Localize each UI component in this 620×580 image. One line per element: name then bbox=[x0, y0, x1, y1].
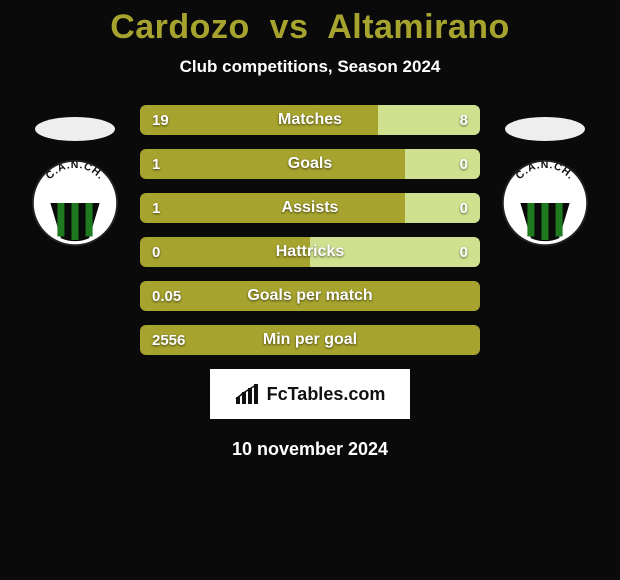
fctables-logo: FcTables.com bbox=[210, 369, 410, 419]
stat-bar-row: Hattricks00 bbox=[140, 237, 480, 267]
bar-chart-icon bbox=[235, 383, 261, 405]
page-title: Cardozo vs Altamirano bbox=[110, 8, 510, 47]
title-vs: vs bbox=[270, 8, 309, 46]
country-flag-left bbox=[35, 117, 115, 141]
comparison-card: Cardozo vs Altamirano Club competitions,… bbox=[0, 0, 620, 460]
stat-bar-left bbox=[140, 193, 405, 223]
stat-bars: Matches198 Goals10 Assists10 Hattricks00 Goa… bbox=[140, 105, 480, 355]
club-badge-right: C.A.N.CH. bbox=[501, 159, 589, 247]
stat-bar-left bbox=[140, 149, 405, 179]
stat-bar-row: Min per goal2556 bbox=[140, 325, 480, 355]
stat-bar-row: Goals10 bbox=[140, 149, 480, 179]
date-text: 10 november 2024 bbox=[232, 439, 388, 460]
subtitle: Club competitions, Season 2024 bbox=[180, 57, 441, 77]
left-side-column: C.A.N.CH. bbox=[30, 105, 120, 247]
country-flag-right bbox=[505, 117, 585, 141]
title-player-left: Cardozo bbox=[110, 8, 250, 46]
stat-bar-right bbox=[405, 193, 480, 223]
main-row: C.A.N.CH. Matches198 Goals10 Assists10 Hatt… bbox=[0, 105, 620, 355]
stat-bar-left bbox=[140, 281, 480, 311]
club-badge-left: C.A.N.CH. bbox=[31, 159, 119, 247]
stat-bar-row: Goals per match0.05 bbox=[140, 281, 480, 311]
stat-bar-left bbox=[140, 325, 480, 355]
stat-bar-left bbox=[140, 237, 310, 267]
stat-bar-row: Matches198 bbox=[140, 105, 480, 135]
logo-text: FcTables.com bbox=[267, 384, 386, 405]
stat-bar-row: Assists10 bbox=[140, 193, 480, 223]
stat-bar-right bbox=[405, 149, 480, 179]
stat-bar-left bbox=[140, 105, 378, 135]
stat-bar-right bbox=[310, 237, 480, 267]
title-player-right: Altamirano bbox=[327, 8, 510, 46]
right-side-column: C.A.N.CH. bbox=[500, 105, 590, 247]
stat-bar-right bbox=[378, 105, 480, 135]
